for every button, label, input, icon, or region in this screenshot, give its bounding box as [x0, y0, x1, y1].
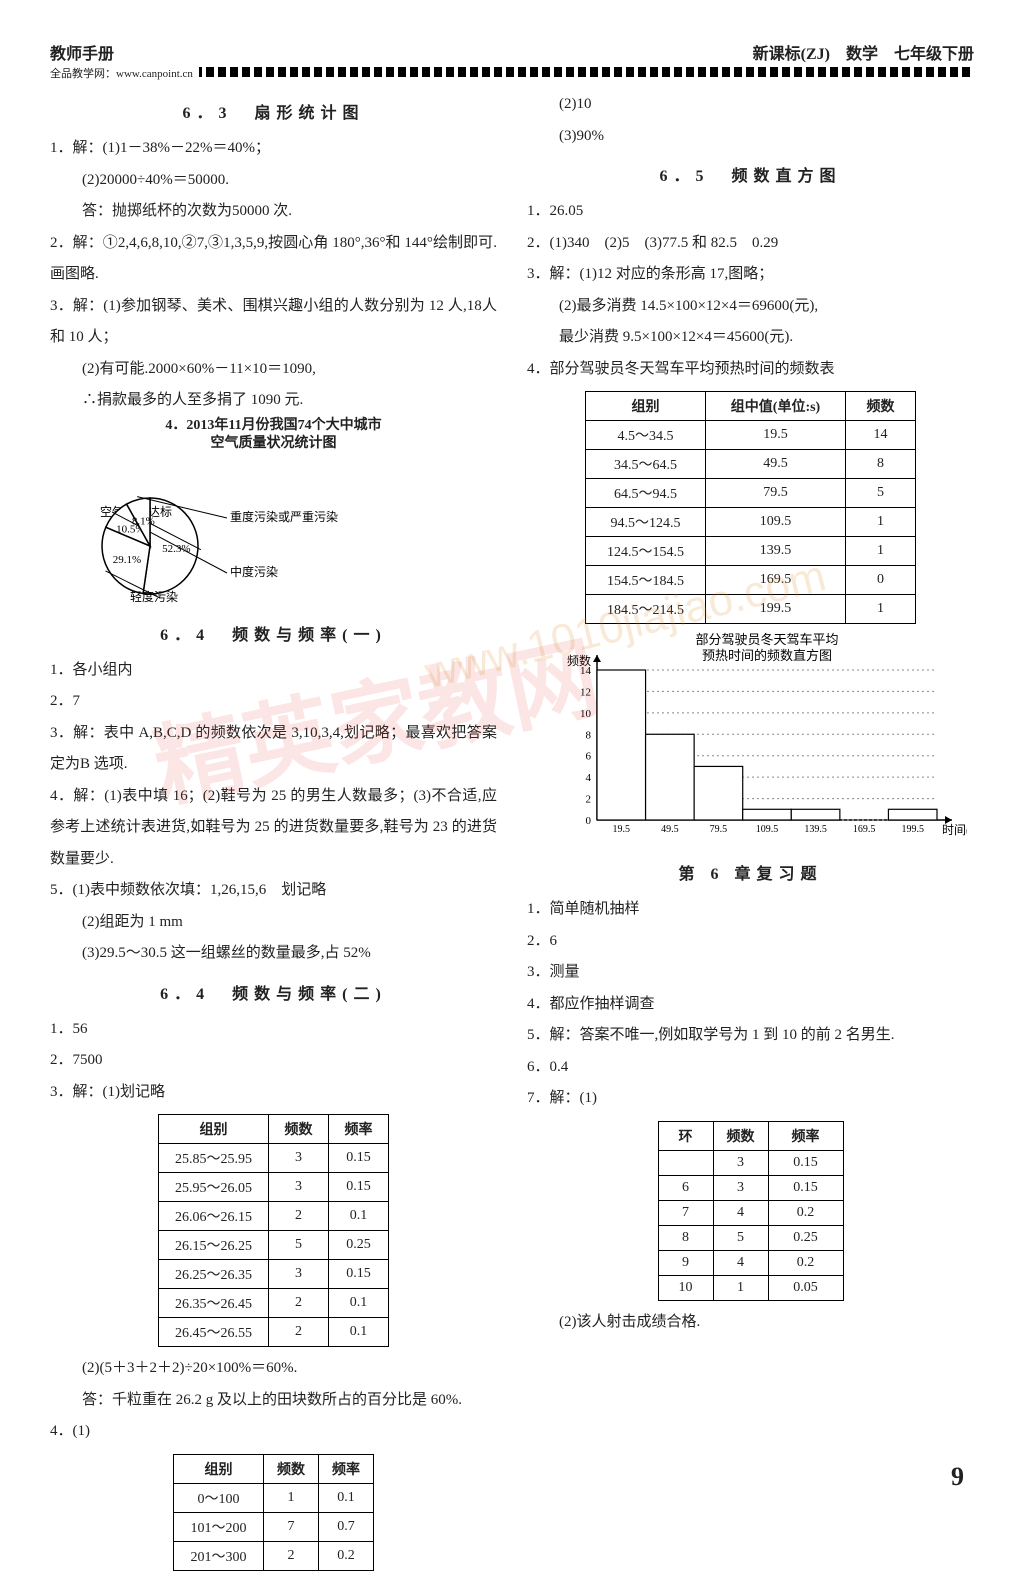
s63-p1b: (2)20000÷40%＝50000. — [50, 165, 497, 197]
table-64b-3: 组别频数频率25.85～25.9530.1525.95～26.0530.1526… — [158, 1114, 389, 1347]
svg-text:频数: 频数 — [567, 653, 591, 668]
histogram: 部分驾驶员冬天驾车平均预热时间的频数直方图02468101214频数19.549… — [547, 630, 974, 850]
rev-p6: 6．0.4 — [527, 1052, 974, 1084]
s64b-p4: 4．(1) — [50, 1416, 497, 1448]
sec-64b-title: 6．4 频数与频率(二) — [50, 980, 497, 1004]
s63-p3a: 3．解：(1)参加钢琴、美术、围棋兴趣小组的人数分别为 12 人,18人和 10… — [50, 291, 497, 354]
s63-p3b: (2)有可能.2000×60%－11×10＝1090, — [50, 354, 497, 386]
header-left: 教师手册 — [50, 40, 114, 64]
s64b-p3: 3．解：(1)划记略 — [50, 1077, 497, 1109]
sec-64a-title: 6．4 频数与频率(一) — [50, 621, 497, 645]
s64b-p2: 2．7500 — [50, 1045, 497, 1077]
svg-text:8.1%: 8.1% — [132, 515, 155, 527]
s64a-p4: 4．解：(1)表中填 16；(2)鞋号为 25 的男生人数最多；(3)不合适,应… — [50, 781, 497, 876]
rev-p7: 7．解：(1) — [527, 1083, 974, 1115]
svg-text:4: 4 — [586, 772, 592, 784]
svg-text:2: 2 — [586, 794, 592, 806]
s65-p2: 2．(1)340 (2)5 (3)77.5 和 82.5 0.29 — [527, 228, 974, 260]
s65-p1: 1．26.05 — [527, 196, 974, 228]
svg-text:预热时间的频数直方图: 预热时间的频数直方图 — [702, 648, 832, 663]
svg-text:52.3%: 52.3% — [162, 543, 190, 555]
s65-p3b: (2)最多消费 14.5×100×12×4＝69600(元), — [527, 291, 974, 323]
svg-text:12: 12 — [580, 686, 591, 698]
rev-title: 第 6 章复习题 — [527, 860, 974, 884]
s64a-p1: 1．各小组内 — [50, 655, 497, 687]
rev-p4: 4．都应作抽样调查 — [527, 989, 974, 1021]
s65-p3c: 最少消费 9.5×100×12×4＝45600(元). — [527, 322, 974, 354]
s65-p3a: 3．解：(1)12 对应的条形高 17,图略； — [527, 259, 974, 291]
svg-text:中度污染: 中度污染 — [230, 564, 278, 579]
s64b-p1: 1．56 — [50, 1014, 497, 1046]
table-rev-7: 环频数频率30.15630.15740.2850.25940.21010.05 — [658, 1121, 844, 1301]
s65-p4: 4．部分驾驶员冬天驾车平均预热时间的频数表 — [527, 354, 974, 386]
svg-text:19.5: 19.5 — [613, 824, 631, 835]
table-65-4: 组别组中值(单位:s)频数4.5～34.519.51434.5～64.549.5… — [585, 391, 916, 624]
rev-p1: 1．简单随机抽样 — [527, 894, 974, 926]
pie-chart: 52.3%空气质量达标29.1%轻度污染10.5%中度污染8.1%重度污染或严重… — [80, 461, 340, 611]
left-column: 6．3 扇形统计图 1．解：(1)1－38%－22%＝40%； (2)20000… — [50, 89, 497, 1577]
sec-65-title: 6．5 频数直方图 — [527, 162, 974, 186]
rev-p2: 2．6 — [527, 926, 974, 958]
rev-p3: 3．测量 — [527, 957, 974, 989]
svg-text:29.1%: 29.1% — [113, 554, 141, 566]
rev-p7b: (2)该人射击成绩合格. — [527, 1307, 974, 1339]
sec-63-title: 6．3 扇形统计图 — [50, 99, 497, 123]
s63-p3c: ∴捐款最多的人至多捐了 1090 元. — [50, 385, 497, 417]
table-64b-4: 组别频数频率0～10010.1101～20070.7201～30020.2 — [173, 1454, 374, 1571]
s64a-p2: 2．7 — [50, 686, 497, 718]
header-right: 新课标(ZJ) 数学 七年级下册 — [753, 40, 974, 64]
svg-text:时间(s): 时间(s) — [942, 823, 967, 837]
svg-text:199.5: 199.5 — [901, 824, 924, 835]
s63-p1c: 答：抛掷纸杯的次数为50000 次. — [50, 196, 497, 228]
right-column: (2)10 (3)90% 6．5 频数直方图 1．26.05 2．(1)340 … — [527, 89, 974, 1577]
svg-text:0: 0 — [586, 815, 592, 827]
svg-text:109.5: 109.5 — [756, 824, 779, 835]
s64a-p5a: 5．(1)表中频数依次填：1,26,15,6 划记略 — [50, 875, 497, 907]
header-sub: 全品教学网：www.canpoint.cn — [50, 65, 199, 81]
pie-title: 4．2013年11月份我国74个大中城市 空气质量状况统计图 — [50, 417, 497, 453]
s64b-p3b: (2)(5＋3＋2＋2)÷20×100%＝60%. — [50, 1353, 497, 1385]
cont-p2: (2)10 — [527, 89, 974, 121]
s64a-p5b: (2)组距为 1 mm — [50, 907, 497, 939]
svg-text:6: 6 — [586, 751, 592, 763]
svg-text:169.5: 169.5 — [853, 824, 876, 835]
svg-text:139.5: 139.5 — [804, 824, 827, 835]
svg-text:49.5: 49.5 — [661, 824, 679, 835]
svg-text:8: 8 — [586, 729, 592, 741]
svg-text:10: 10 — [580, 708, 592, 720]
s63-p2: 2．解：①2,4,6,8,10,②7,③1,3,5,9,按圆心角 180°,36… — [50, 228, 497, 291]
cont-p3: (3)90% — [527, 121, 974, 153]
rev-p5: 5．解：答案不唯一,例如取学号为 1 到 10 的前 2 名男生. — [527, 1020, 974, 1052]
svg-text:轻度污染: 轻度污染 — [130, 589, 178, 604]
svg-text:重度污染或严重污染: 重度污染或严重污染 — [230, 509, 338, 524]
page-number: 9 — [951, 1462, 964, 1492]
svg-text:79.5: 79.5 — [710, 824, 728, 835]
s64a-p5c: (3)29.5～30.5 这一组螺丝的数量最多,占 52% — [50, 938, 497, 970]
header-divider: 全品教学网：www.canpoint.cn — [50, 67, 974, 77]
s64b-p3c: 答：千粒重在 26.2 g 及以上的田块数所占的百分比是 60%. — [50, 1385, 497, 1417]
s63-p1a: 1．解：(1)1－38%－22%＝40%； — [50, 133, 497, 165]
s64a-p3: 3．解：表中 A,B,C,D 的频数依次是 3,10,3,4,划记略；最喜欢把答… — [50, 718, 497, 781]
svg-text:部分驾驶员冬天驾车平均: 部分驾驶员冬天驾车平均 — [695, 632, 838, 647]
